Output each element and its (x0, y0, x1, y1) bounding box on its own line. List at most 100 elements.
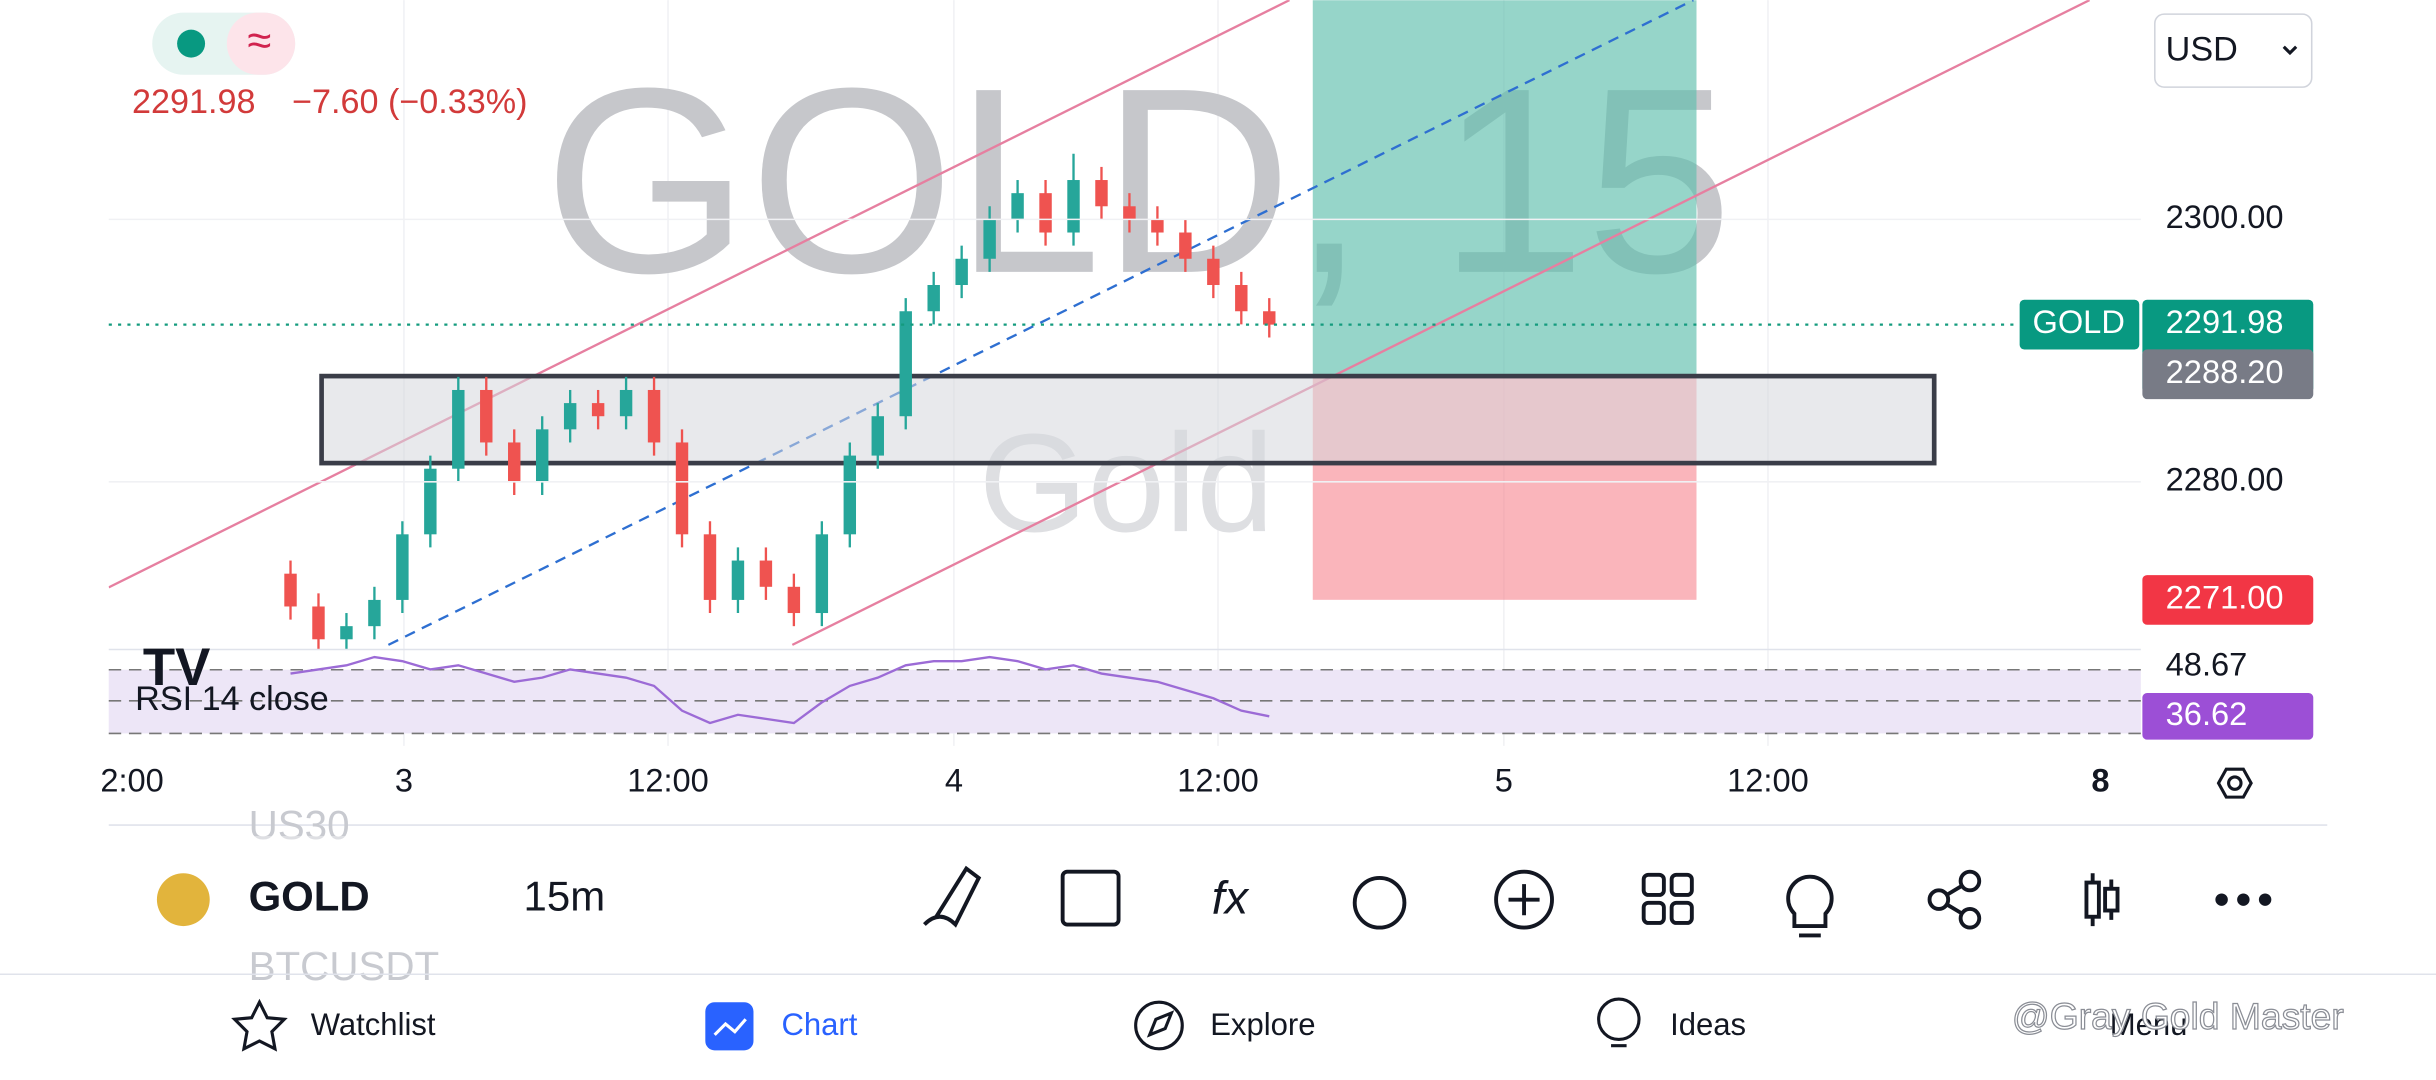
explore-icon (1134, 1000, 1184, 1051)
candle-body (452, 389, 465, 469)
settings-icon[interactable] (2216, 767, 2253, 799)
target-zone (1312, 0, 1697, 377)
price-tag-label: 2291.98 (2166, 303, 2284, 340)
candle-body (312, 606, 325, 640)
candles (284, 153, 1276, 650)
candle-body (1039, 193, 1052, 233)
candle-body (340, 626, 353, 640)
ghost-symbol: US30 (249, 802, 350, 848)
share-icon[interactable] (1927, 869, 1982, 930)
candle-body (983, 219, 996, 259)
price-tag-label: 2271.00 (2166, 579, 2284, 616)
symbol-tag-label: GOLD (2032, 303, 2124, 340)
candle-body (787, 586, 801, 614)
more-icon[interactable] (2215, 893, 2272, 906)
candle-body (1235, 285, 1248, 312)
price-tag (2142, 349, 2314, 400)
candle-body (1207, 258, 1220, 286)
toolbar-bg (0, 835, 2436, 953)
candle-body (759, 560, 773, 587)
rsi-tag (2142, 693, 2314, 740)
nav-item[interactable]: Explore (1210, 1007, 1315, 1042)
candle-body (424, 468, 437, 535)
credit: @Gray Gold Master (2012, 995, 2344, 1037)
alert-icon[interactable] (1352, 875, 1407, 930)
candle-body (563, 403, 577, 430)
candle-body (1123, 206, 1136, 220)
currency-select[interactable]: USD (2154, 13, 2313, 88)
candle-body (1067, 180, 1080, 233)
time-label: 2:00 (100, 762, 163, 799)
ideas-nav-icon (1597, 997, 1641, 1042)
time-label: 12:00 (1727, 762, 1809, 799)
y-tick-label: 2280.00 (2166, 460, 2284, 497)
candle-body (535, 429, 549, 482)
candle-body (731, 560, 745, 600)
candle-body (843, 455, 857, 535)
chart-type-icon[interactable] (2084, 873, 2120, 927)
channel-mid (387, 0, 1694, 646)
y-tick-label: 2300.00 (2166, 198, 2284, 235)
channel-lower (791, 0, 2091, 646)
candle-body (1095, 180, 1108, 207)
header-change: −7.60 (−0.33%) (292, 83, 527, 121)
candle-body (591, 403, 605, 417)
candle-body (1179, 232, 1192, 259)
candle-body (1151, 219, 1164, 233)
currency: USD (2166, 30, 2238, 68)
candle-body (871, 416, 884, 456)
time-label: 4 (945, 762, 963, 799)
svg-text:≈: ≈ (248, 17, 272, 65)
note-icon[interactable] (1060, 869, 1121, 927)
rsi-label: RSI 14 close (135, 680, 329, 718)
interval[interactable]: 15m (524, 873, 606, 920)
candle-body (815, 534, 829, 614)
add-icon[interactable] (1494, 869, 1554, 930)
indicator-icon[interactable]: fx (1212, 872, 1250, 924)
zone-box (319, 373, 1937, 466)
rsi: 48.67 36.62 (290, 645, 2314, 740)
candle-body (1263, 311, 1276, 325)
candle-body (703, 534, 717, 600)
candle-body (508, 442, 521, 482)
candle-body (899, 311, 912, 417)
nav-item[interactable]: Chart (781, 1007, 857, 1042)
nav-item[interactable]: Watchlist (311, 1007, 436, 1042)
symbol[interactable]: GOLD (249, 873, 370, 920)
price-axis: 2300.002280.002291.9802:46GOLD2288.20227… (108, 198, 2314, 625)
draw-icon[interactable] (923, 865, 982, 928)
rsi-line (290, 655, 1270, 725)
candle-body (284, 573, 297, 607)
watchlist-icon (231, 998, 288, 1052)
nav-item[interactable]: Ideas (1670, 1007, 1746, 1042)
price-tag (2142, 575, 2314, 625)
nav-item[interactable]: Menu (2110, 1007, 2188, 1042)
time-axis: 2:00 3 12:00 4 12:00 5 12:00 8 (100, 762, 2109, 799)
candle-body (675, 442, 689, 535)
ghost-symbol: BTCUSDT (249, 943, 440, 989)
toolbar-icons: fx (923, 865, 2272, 938)
ideas-icon[interactable] (1786, 874, 1834, 938)
header-price: 2291.98 (132, 83, 255, 121)
candle-body (955, 258, 968, 286)
channel-upper (108, 0, 1290, 589)
candle-body (396, 534, 409, 600)
status-pill[interactable]: ≈ (152, 12, 296, 75)
drawings (108, 0, 2091, 646)
rsi-tag-label: 48.67 (2166, 645, 2248, 682)
time-label: 12:00 (1177, 762, 1259, 799)
candle-body (647, 389, 661, 443)
layout-icon[interactable] (1641, 872, 1694, 925)
candle-body (480, 389, 493, 443)
time-label: 5 (1495, 762, 1513, 799)
grid (403, 0, 1769, 746)
time-label: 3 (395, 762, 413, 799)
rsi-tag-label: 36.62 (2166, 695, 2248, 732)
symbol-tag (2019, 299, 2140, 350)
rsi-levels (108, 668, 2141, 735)
candle-body (368, 599, 381, 627)
bottom-nav: Watchlist Chart Explore Ideas Menu @Gray… (231, 994, 2344, 1052)
candle-body (619, 389, 633, 417)
